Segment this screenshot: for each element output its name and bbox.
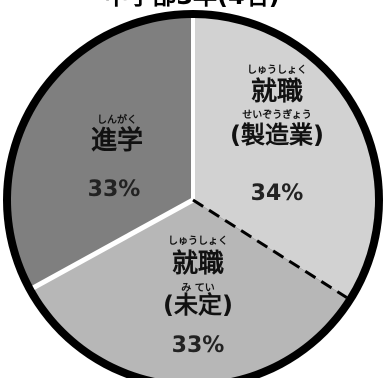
ruby-text: しゅうしょく (168, 235, 228, 247)
slice-label-mitei: しゅうしょく 就職 み てい (未定) 33% (163, 235, 233, 358)
slice-separator-left (32, 197, 195, 290)
pie-slice-shushoku-seizogyo (193, 18, 375, 298)
ruby-text: しゅうしょく (247, 64, 307, 76)
label-line: (製造業) (230, 121, 324, 149)
percent-label: 34% (251, 181, 304, 206)
slice-label-shingaku: しんがく 進学 33% (88, 113, 143, 202)
label-line: 就職 (251, 77, 303, 107)
ruby-text: しんがく (97, 113, 137, 126)
pie-slice-shushoku-mitei (33, 200, 347, 378)
ruby-text: せいぞうぎょう (242, 108, 312, 121)
pie-slice-shingaku (10, 18, 193, 288)
chart-title: 中学部3年(4名) (104, 0, 279, 10)
label-line: 進学 (91, 125, 143, 156)
slice-label-seizogyo: しゅうしょく 就職 せいぞうぎょう (製造業) 34% (230, 64, 324, 206)
ruby-text: み てい (181, 282, 214, 294)
slice-separator-right-dashed (192, 198, 348, 299)
percent-label: 33% (172, 333, 225, 358)
percent-label: 33% (88, 177, 141, 202)
label-line: (未定) (163, 291, 233, 319)
label-line: 就職 (172, 249, 224, 279)
